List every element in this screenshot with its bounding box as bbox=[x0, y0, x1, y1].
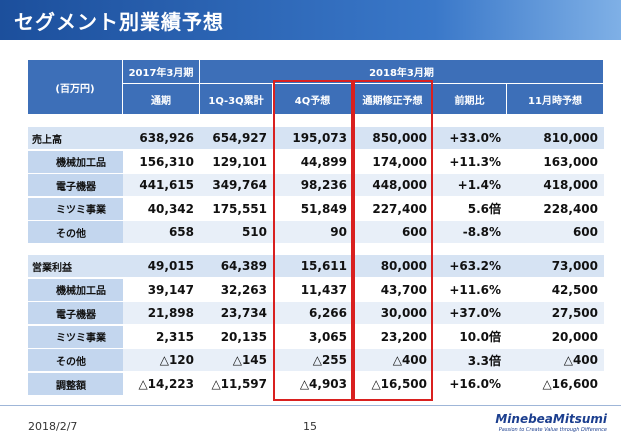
column-header: 4Q予想 bbox=[273, 84, 353, 115]
table-cell: 98,236 bbox=[273, 174, 353, 197]
table-cell: 27,500 bbox=[507, 302, 604, 325]
table-cell: 228,400 bbox=[507, 197, 604, 220]
table-cell: 850,000 bbox=[353, 127, 433, 149]
table-cell: 30,000 bbox=[353, 302, 433, 325]
sub-row-header: 機械加工品 bbox=[28, 278, 123, 301]
period-header: 2018年3月期 bbox=[200, 60, 604, 84]
table-cell: 20,135 bbox=[200, 325, 273, 348]
table-cell: 49,015 bbox=[123, 255, 200, 277]
table-cell: 21,898 bbox=[123, 302, 200, 325]
column-header: 11月時予想 bbox=[507, 84, 604, 115]
table-cell: 638,926 bbox=[123, 127, 200, 149]
table-cell: 448,000 bbox=[353, 174, 433, 197]
table-cell: 654,927 bbox=[200, 127, 273, 149]
sub-row-header: 電子機器 bbox=[28, 174, 123, 197]
table-cell: 510 bbox=[200, 221, 273, 244]
table-cell: 441,615 bbox=[123, 174, 200, 197]
table-cell: 129,101 bbox=[200, 150, 273, 173]
period-header: 2017年3月期 bbox=[123, 60, 200, 84]
table-cell: 156,310 bbox=[123, 150, 200, 173]
table-cell: 64,389 bbox=[200, 255, 273, 277]
logo-tagline: Passion to Create Value through Differen… bbox=[498, 427, 607, 433]
table-cell: △145 bbox=[200, 349, 273, 372]
sub-row-header: その他 bbox=[28, 349, 123, 372]
logo: MinebeaMitsumi bbox=[495, 412, 607, 426]
sub-row-header: 機械加工品 bbox=[28, 150, 123, 173]
table-cell: 80,000 bbox=[353, 255, 433, 277]
footer-date: 2018/2/7 bbox=[28, 420, 78, 433]
sub-row-header: ミツミ事業 bbox=[28, 197, 123, 220]
table-cell: 418,000 bbox=[507, 174, 604, 197]
row-header: 営業利益 bbox=[28, 255, 123, 277]
table-cell: +11.3% bbox=[433, 150, 507, 173]
table-cell: +11.6% bbox=[433, 278, 507, 301]
table-cell: +33.0% bbox=[433, 127, 507, 149]
table-cell: 39,147 bbox=[123, 278, 200, 301]
column-header: 通期 bbox=[123, 84, 200, 115]
table-cell: 40,342 bbox=[123, 197, 200, 220]
table-cell: 32,263 bbox=[200, 278, 273, 301]
column-header: 通期修正予想 bbox=[353, 84, 433, 115]
table-cell: 5.6倍 bbox=[433, 197, 507, 220]
column-header: 1Q-3Q累計 bbox=[200, 84, 273, 115]
table-cell: 2,315 bbox=[123, 325, 200, 348]
table-cell: 175,551 bbox=[200, 197, 273, 220]
table-cell: 658 bbox=[123, 221, 200, 244]
table-cell: +16.0% bbox=[433, 373, 507, 395]
table-cell: 11,437 bbox=[273, 278, 353, 301]
slide-title: セグメント別業績予想 bbox=[14, 10, 224, 34]
table-cell: △255 bbox=[273, 349, 353, 372]
table-cell: 163,000 bbox=[507, 150, 604, 173]
table-cell: 600 bbox=[507, 221, 604, 244]
table-cell: 174,000 bbox=[353, 150, 433, 173]
sub-row-header: 調整額 bbox=[28, 373, 123, 395]
table-cell: 227,400 bbox=[353, 197, 433, 220]
table-cell: 44,899 bbox=[273, 150, 353, 173]
table-cell: △4,903 bbox=[273, 373, 353, 395]
table-cell: 42,500 bbox=[507, 278, 604, 301]
table-cell: 23,200 bbox=[353, 325, 433, 348]
table-cell: +37.0% bbox=[433, 302, 507, 325]
table-cell: 3,065 bbox=[273, 325, 353, 348]
table-cell: △11,597 bbox=[200, 373, 273, 395]
table-cell: △14,223 bbox=[123, 373, 200, 395]
table-cell: 349,764 bbox=[200, 174, 273, 197]
footer-rule bbox=[0, 405, 621, 406]
table-cell: -8.8% bbox=[433, 221, 507, 244]
table-cell: 43,700 bbox=[353, 278, 433, 301]
table-cell: 20,000 bbox=[507, 325, 604, 348]
row-header: 売上高 bbox=[28, 127, 123, 149]
table-cell: 15,611 bbox=[273, 255, 353, 277]
sub-row-header: ミツミ事業 bbox=[28, 325, 123, 348]
sub-row-header: 電子機器 bbox=[28, 302, 123, 325]
table-cell: 23,734 bbox=[200, 302, 273, 325]
table-cell: 90 bbox=[273, 221, 353, 244]
page-number: 15 bbox=[303, 420, 317, 433]
table-cell: +1.4% bbox=[433, 174, 507, 197]
table-cell: △16,600 bbox=[507, 373, 604, 395]
table-cell: 6,266 bbox=[273, 302, 353, 325]
table-cell: 195,073 bbox=[273, 127, 353, 149]
table-cell: +63.2% bbox=[433, 255, 507, 277]
table-cell: △16,500 bbox=[353, 373, 433, 395]
table-cell: △120 bbox=[123, 349, 200, 372]
title-bar: セグメント別業績予想 bbox=[0, 0, 621, 40]
table-cell: 73,000 bbox=[507, 255, 604, 277]
table-cell: 600 bbox=[353, 221, 433, 244]
table-cell: △400 bbox=[353, 349, 433, 372]
sub-row-header: その他 bbox=[28, 221, 123, 244]
table-cell: 10.0倍 bbox=[433, 325, 507, 348]
unit-header: (百万円) bbox=[28, 60, 123, 115]
table-cell: △400 bbox=[507, 349, 604, 372]
table-cell: 810,000 bbox=[507, 127, 604, 149]
column-header: 前期比 bbox=[433, 84, 507, 115]
table-cell: 3.3倍 bbox=[433, 349, 507, 372]
table-cell: 51,849 bbox=[273, 197, 353, 220]
